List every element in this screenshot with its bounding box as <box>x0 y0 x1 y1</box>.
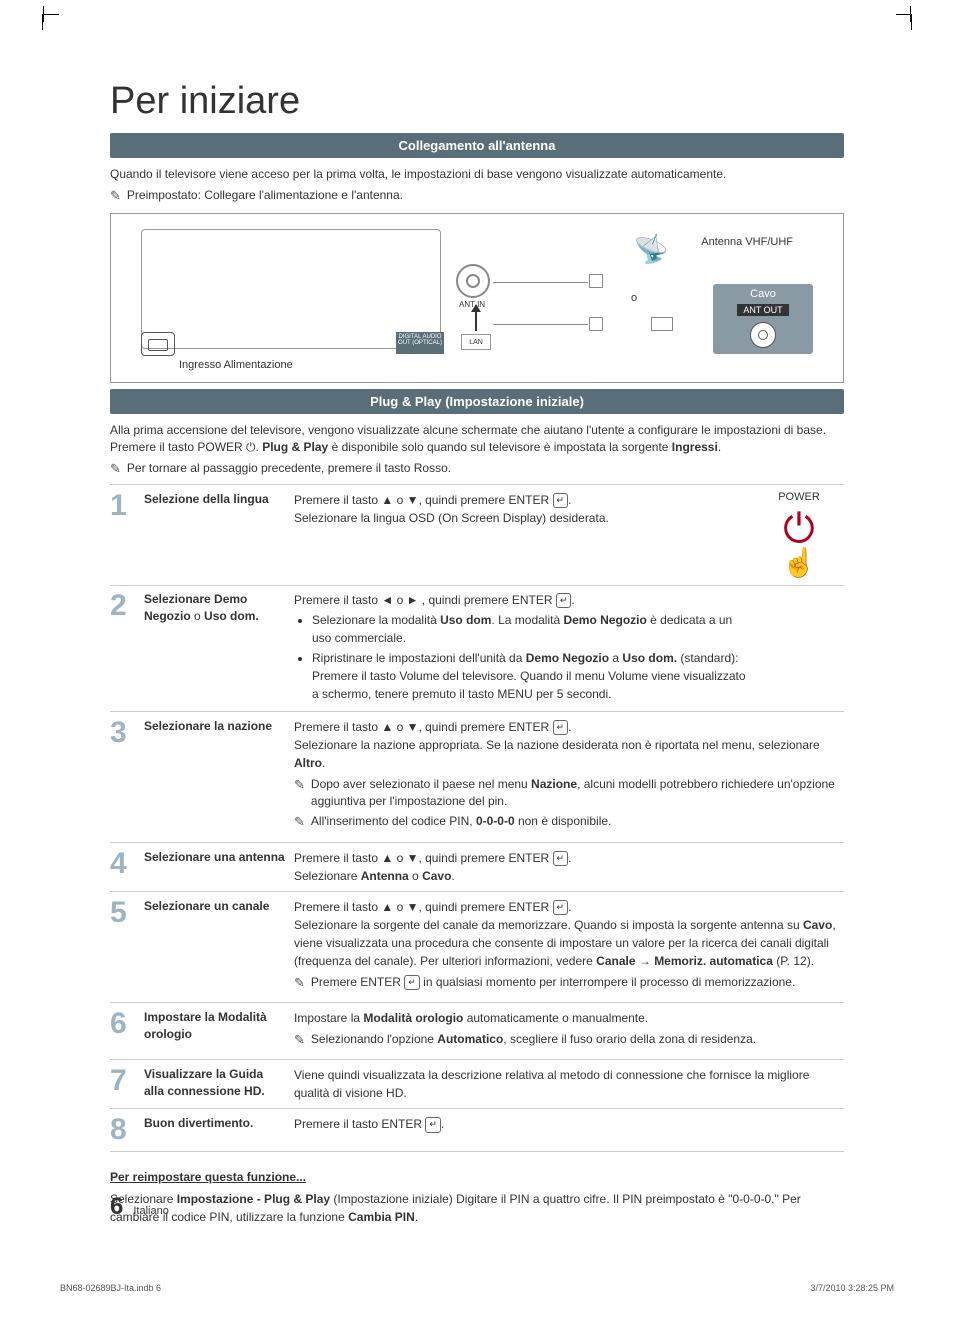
step-number: 4 <box>110 849 144 885</box>
step-row: 6 Impostare la Modalità orologio Imposta… <box>110 1003 844 1060</box>
connector-icon <box>589 274 603 288</box>
lan-port: LAN <box>461 334 491 350</box>
or-label: o <box>631 292 637 304</box>
step-row: 1 Selezione della lingua Premere il tast… <box>110 485 844 586</box>
page-number: 6 <box>110 1193 123 1221</box>
step-body: Viene quindi visualizzata la descrizione… <box>294 1066 844 1102</box>
step-number: 8 <box>110 1115 144 1145</box>
step-row: 7 Visualizzare la Guida alla connessione… <box>110 1060 844 1109</box>
step-title: Impostare la Modalità orologio <box>144 1009 294 1053</box>
plugplay-note-text: Per tornare al passaggio precedente, pre… <box>127 460 451 477</box>
footer-timestamp: 3/7/2010 3:28:25 PM <box>810 1283 894 1293</box>
ant-out-port <box>750 322 776 348</box>
step-number: 6 <box>110 1009 144 1053</box>
step-row: 5 Selezionare un canale Premere il tasto… <box>110 892 844 1003</box>
steps-table: 1 Selezione della lingua Premere il tast… <box>110 484 844 1152</box>
page-title: Per iniziare <box>110 80 844 123</box>
step-body: Premere il tasto ▲ o ▼, quindi premere E… <box>294 491 754 579</box>
step-body: Premere il tasto ▲ o ▼, quindi premere E… <box>294 849 844 885</box>
step-number: 7 <box>110 1066 144 1102</box>
ant-out-label: ANT OUT <box>737 304 788 316</box>
power-column: POWER ⏻ ☝ <box>754 491 844 579</box>
ingresso-label: Ingresso Alimentazione <box>179 359 293 371</box>
step-title: Selezione della lingua <box>144 491 294 579</box>
page-content: Per iniziare Collegamento all'antenna Qu… <box>60 30 894 1226</box>
antenna-diagram: ANT IN LAN DIGITAL AUDIO OUT (OPTICAL) I… <box>110 213 844 383</box>
step-number: 3 <box>110 718 144 836</box>
plugplay-note: ✎ Per tornare al passaggio precedente, p… <box>110 460 844 478</box>
step-row: 3 Selezionare la nazione Premere il tast… <box>110 712 844 843</box>
page-language: Italiano <box>133 1205 168 1217</box>
ant-in-port <box>456 264 490 298</box>
digital-audio-label: DIGITAL AUDIO OUT (OPTICAL) <box>396 332 444 354</box>
step-body: Premere il tasto ▲ o ▼, quindi premere E… <box>294 898 844 996</box>
section-bar-antenna: Collegamento all'antenna <box>110 133 844 158</box>
antenna-icon: 📡 <box>632 230 671 268</box>
antenna-note: ✎ Preimpostato: Collegare l'alimentazion… <box>110 187 844 205</box>
antenna-vhf-label: Antenna VHF/UHF <box>701 236 793 248</box>
step-body: Premere il tasto ◄ o ► , quindi premere … <box>294 591 754 705</box>
antenna-intro: Quando il televisore viene acceso per la… <box>110 166 844 183</box>
section-bar-plugplay: Plug & Play (Impostazione iniziale) <box>110 389 844 414</box>
step-title: Buon divertimento. <box>144 1115 294 1145</box>
plugplay-intro: Alla prima accensione del televisore, ve… <box>110 422 844 456</box>
step-title: Visualizzare la Guida alla connessione H… <box>144 1066 294 1102</box>
note-icon: ✎ <box>110 187 121 205</box>
note-icon: ✎ <box>110 460 121 478</box>
footer-filename: BN68-02689BJ-Ita.indb 6 <box>60 1283 161 1293</box>
hand-pointer-icon: ☝ <box>754 546 844 579</box>
step-body: Premere il tasto ▲ o ▼, quindi premere E… <box>294 718 844 836</box>
reset-heading: Per reimpostare questa funzione... <box>110 1170 844 1184</box>
antenna-note-text: Preimpostato: Collegare l'alimentazione … <box>127 187 403 204</box>
step-body: Premere il tasto ENTER ↵. <box>294 1115 844 1145</box>
tv-outline <box>141 229 441 349</box>
step-row: 2 Selezionare Demo Negozio o Uso dom. Pr… <box>110 585 844 712</box>
step-number: 5 <box>110 898 144 996</box>
cable-box: Cavo ANT OUT <box>713 284 813 354</box>
step-title: Selezionare Demo Negozio o Uso dom. <box>144 591 294 705</box>
step-title: Selezionare una antenna <box>144 849 294 885</box>
cavo-title: Cavo <box>713 288 813 300</box>
page-number-block: 6 Italiano <box>110 1193 169 1221</box>
power-input-port <box>141 332 175 356</box>
step-title: Selezionare la nazione <box>144 718 294 836</box>
step-body: Impostare la Modalità orologio automatic… <box>294 1009 844 1053</box>
step-row: 8 Buon divertimento. Premere il tasto EN… <box>110 1109 844 1152</box>
connector-icon <box>589 317 603 331</box>
reset-body: Selezionare Impostazione - Plug & Play (… <box>110 1190 844 1226</box>
step-number: 1 <box>110 491 144 579</box>
step-row: 4 Selezionare una antenna Premere il tas… <box>110 843 844 892</box>
connector-icon <box>651 317 673 331</box>
step-number: 2 <box>110 591 144 705</box>
step-title: Selezionare un canale <box>144 898 294 996</box>
power-label: POWER <box>778 491 820 503</box>
